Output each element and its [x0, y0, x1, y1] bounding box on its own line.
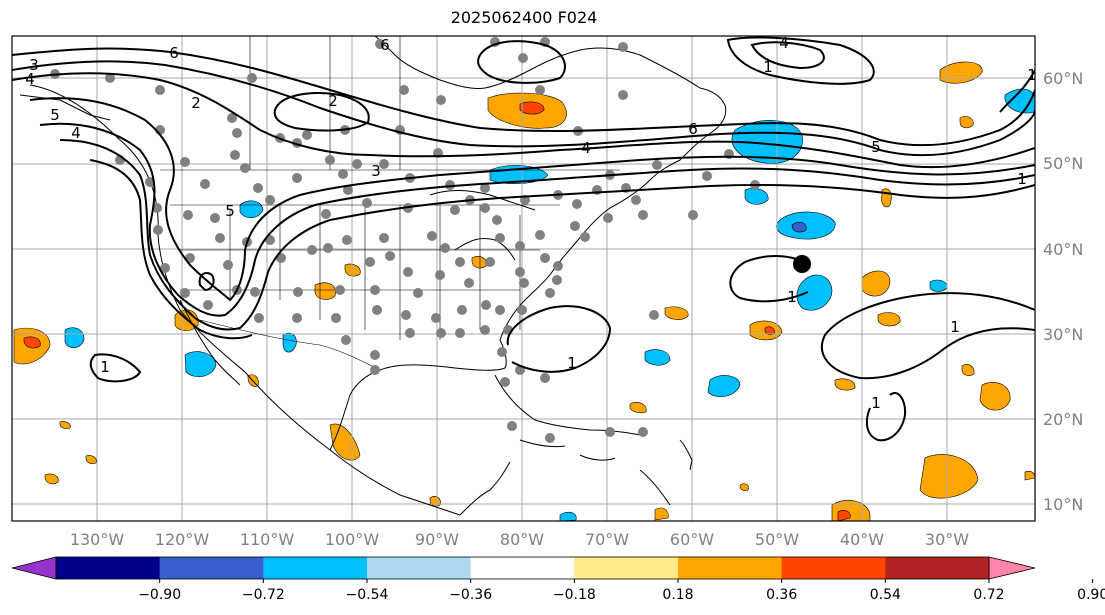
contour-label: 2: [191, 94, 201, 112]
colorbar: −0.90 −0.72 −0.54 −0.36 −0.18 0.18 0.36 0.54 0.7…: [11, 556, 1105, 603]
contour-labels: 3 4 5 6 2 4 5 6 6 5 4 4 3 2 1 1 1 1 1 1 …: [25, 34, 1037, 412]
lon-label: 90°W: [415, 530, 459, 549]
contour-label: 1: [871, 394, 881, 412]
map-border: [11, 35, 1036, 522]
colorbar-swatch: [367, 557, 472, 579]
lon-label: 60°W: [670, 530, 714, 549]
colorbar-tick-label: 0.72: [973, 587, 1004, 603]
map-title: 2025062400 F024: [450, 8, 598, 27]
colorbar-swatch: [885, 557, 990, 579]
lat-label: 20°N: [1043, 410, 1083, 429]
contour-label: 6: [380, 36, 390, 54]
longitude-labels: 130°W 120°W 110°W 100°W 90°W 80°W 70°W 6…: [70, 530, 969, 549]
contour-label: 5: [871, 138, 881, 156]
location-marker: [793, 255, 811, 273]
lon-label: 130°W: [70, 530, 125, 549]
lat-label: 10°N: [1043, 495, 1083, 514]
contour-label: 4: [71, 124, 81, 142]
latitude-labels: 60°N 50°N 40°N 30°N 20°N 10°N: [1043, 69, 1083, 514]
colorbar-tick-label: 0.36: [766, 587, 797, 603]
contour-label: 6: [688, 120, 698, 138]
colorbar-tick-label: −0.36: [449, 587, 492, 603]
contour-label: 1: [1027, 66, 1037, 84]
colorbar-swatch: [263, 557, 368, 579]
contour-label: 5: [50, 106, 60, 124]
contour-label: 6: [169, 44, 179, 62]
colorbar-extend-max: [988, 556, 1036, 580]
contour-label: 4: [581, 139, 591, 157]
contour-label: 3: [29, 56, 39, 74]
lon-label: 50°W: [755, 530, 799, 549]
lon-label: 70°W: [585, 530, 629, 549]
colorbar-tick-label: −0.72: [242, 587, 285, 603]
lat-label: 40°N: [1043, 240, 1083, 259]
colorbar-tick-label: −0.90: [138, 587, 181, 603]
lon-label: 100°W: [325, 530, 380, 549]
contour-label: 4: [779, 34, 789, 52]
colorbar-swatch: [159, 557, 264, 579]
contour-label: 1: [1017, 170, 1027, 188]
lon-label: 110°W: [240, 530, 295, 549]
contour-label: 1: [787, 288, 797, 306]
colorbar-swatch: [678, 557, 783, 579]
shaded-anomaly-field: [13, 61, 1035, 521]
lon-label: 80°W: [500, 530, 544, 549]
colorbar-tick-label: 0.18: [662, 587, 693, 603]
colorbar-tick-label: 0.90: [1077, 587, 1105, 603]
contour-label: 1: [100, 358, 110, 376]
contour-label: 3: [371, 162, 381, 180]
contour-label: 5: [225, 202, 235, 220]
colorbar-border: [55, 556, 990, 580]
station-markers: [50, 37, 760, 443]
colorbar-extend-min: [11, 556, 57, 580]
coastlines: [19, 36, 727, 516]
colorbar-swatch: [781, 557, 886, 579]
colorbar-tick-label: 0.54: [870, 587, 901, 603]
contour-label: 4: [25, 70, 35, 88]
contour-lines: [12, 36, 1035, 442]
colorbar-swatch: [470, 557, 575, 579]
lon-label: 40°W: [840, 530, 884, 549]
contour-label: 2: [328, 92, 338, 110]
lat-label: 30°N: [1043, 325, 1083, 344]
contour-label: 1: [950, 318, 960, 336]
lon-label: 120°W: [155, 530, 210, 549]
contour-label: 1: [567, 354, 577, 372]
colorbar-tick-label: −0.54: [346, 587, 389, 603]
colorbar-tick-label: −0.18: [553, 587, 596, 603]
colorbar-swatch: [56, 557, 161, 579]
lat-label: 50°N: [1043, 154, 1083, 173]
colorbar-swatch: [574, 557, 679, 579]
contour-label: 1: [763, 58, 773, 76]
lat-label: 60°N: [1043, 69, 1083, 88]
lon-label: 30°W: [925, 530, 969, 549]
